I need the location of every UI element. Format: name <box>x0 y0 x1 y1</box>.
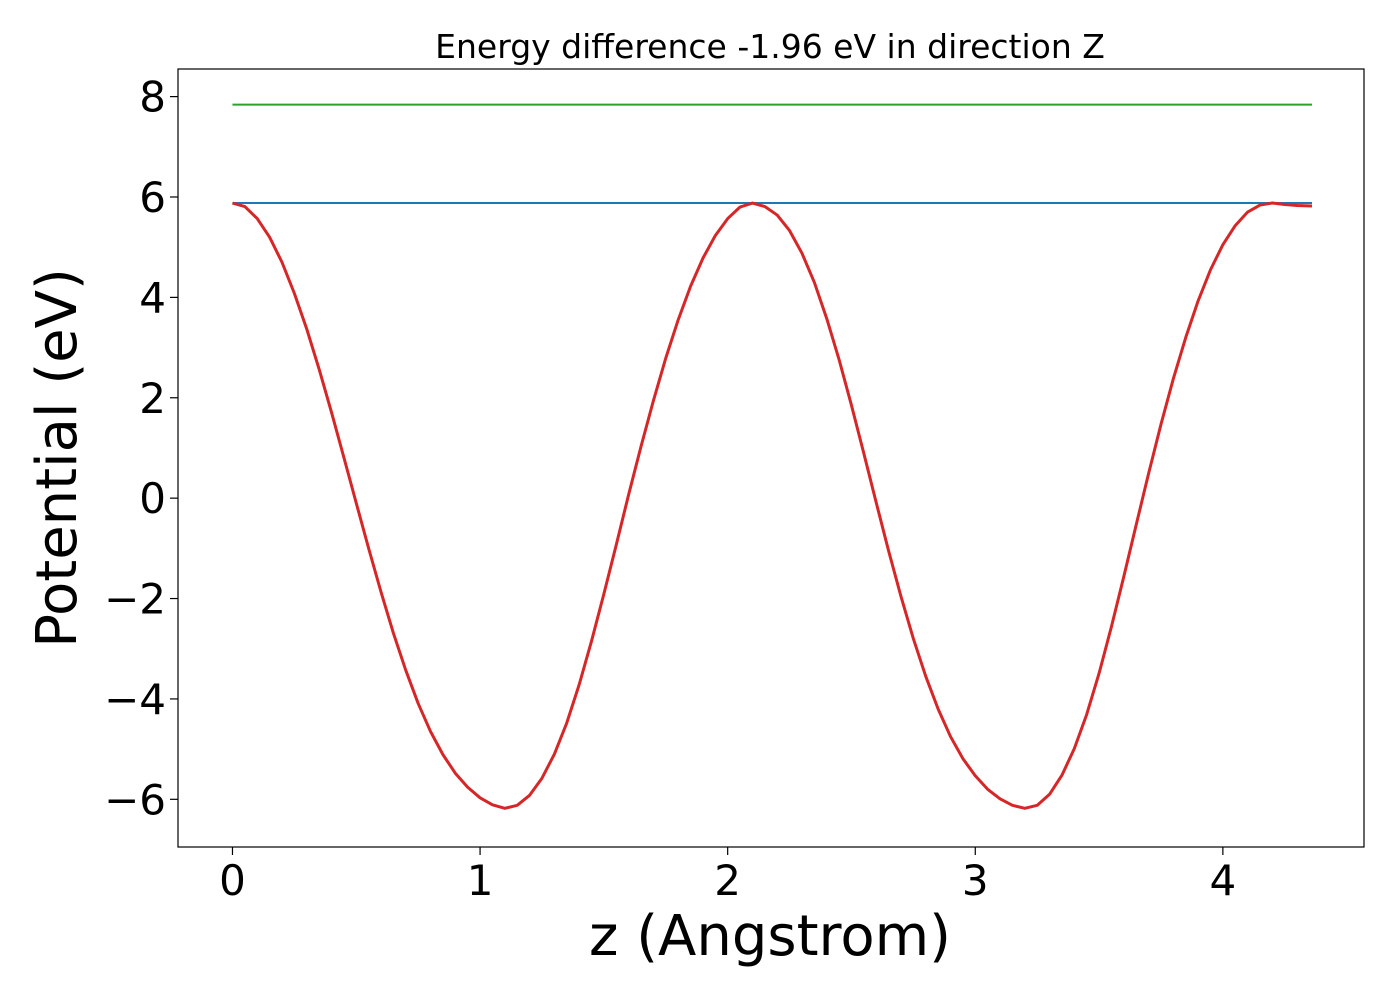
series-layer <box>232 103 1313 810</box>
y-axis-label: Potential (eV) <box>25 268 90 648</box>
y-tick-label: −6 <box>104 775 166 824</box>
x-tick-label: 4 <box>1210 856 1237 905</box>
x-axis-label: z (Angstrom) <box>589 904 951 969</box>
y-tick-label: −4 <box>104 675 166 724</box>
series-line-3 <box>232 201 1313 810</box>
y-tick-label: 4 <box>139 273 166 322</box>
y-tick-label: 2 <box>139 374 166 423</box>
y-tick-label: −2 <box>104 575 166 624</box>
x-tick-label: 3 <box>962 856 989 905</box>
y-axis-ticks: −6 −4 −2 0 2 4 6 8 <box>104 73 178 824</box>
plot-area <box>177 68 1365 848</box>
x-tick-label: 2 <box>714 856 741 905</box>
y-tick-label: 0 <box>139 474 166 523</box>
x-tick-label: 1 <box>467 856 494 905</box>
chart-title: Energy difference -1.96 eV in direction … <box>435 27 1105 66</box>
y-tick-label: 8 <box>139 73 166 122</box>
x-tick-label: 0 <box>219 856 246 905</box>
y-tick-label: 6 <box>139 173 166 222</box>
x-axis-ticks: 0 1 2 3 4 <box>219 847 1236 905</box>
